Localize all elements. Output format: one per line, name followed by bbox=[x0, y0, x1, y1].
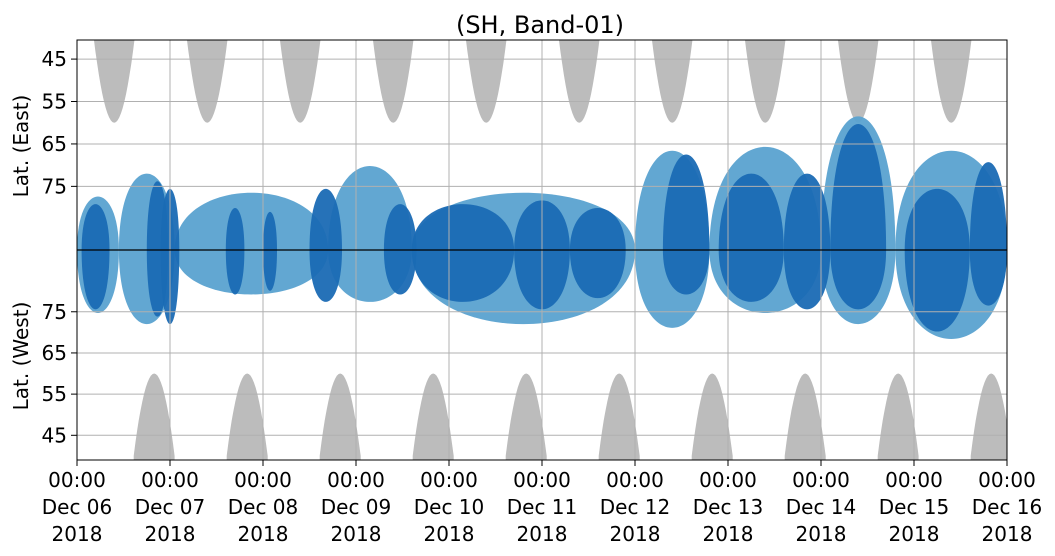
night-region-bottom-4 bbox=[505, 373, 547, 460]
night-region-bottom-8 bbox=[877, 373, 919, 460]
night-region-top-7 bbox=[744, 40, 786, 123]
night-region-top-3 bbox=[372, 40, 414, 123]
x-tick-label-8-2: 2018 bbox=[796, 522, 847, 546]
dark-activity-5 bbox=[309, 188, 342, 302]
x-tick-label-2-2: 2018 bbox=[238, 522, 289, 546]
x-tick-label-2-0: 00:00 bbox=[234, 468, 292, 492]
y-tick-label-east-2: 65 bbox=[42, 132, 67, 156]
x-tick-label-0-1: Dec 06 bbox=[42, 495, 113, 519]
x-tick-label-6-2: 2018 bbox=[610, 522, 661, 546]
night-region-top-8 bbox=[837, 40, 879, 123]
x-tick-label-10-2: 2018 bbox=[982, 522, 1033, 546]
y-tick-label-west-2: 55 bbox=[42, 382, 67, 406]
x-tick-label-5-1: Dec 11 bbox=[507, 495, 578, 519]
x-tick-label-3-0: 00:00 bbox=[327, 468, 385, 492]
y-axis-label-east: Lat. (East) bbox=[9, 95, 33, 198]
x-tick-label-9-0: 00:00 bbox=[885, 468, 943, 492]
y-axis-label-west: Lat. (West) bbox=[9, 302, 33, 411]
night-region-bottom-1 bbox=[226, 373, 268, 460]
night-region-top-9 bbox=[930, 40, 972, 123]
light-activity-2 bbox=[174, 192, 329, 295]
x-tick-label-4-0: 00:00 bbox=[420, 468, 478, 492]
y-tick-label-east-1: 55 bbox=[42, 90, 67, 114]
y-tick-label-west-0: 75 bbox=[42, 300, 67, 324]
dark-activity-6 bbox=[383, 204, 417, 295]
night-region-top-1 bbox=[186, 40, 228, 123]
x-tick-label-3-1: Dec 09 bbox=[321, 495, 392, 519]
night-region-bottom-7 bbox=[784, 373, 826, 460]
x-tick-label-0-2: 2018 bbox=[52, 522, 103, 546]
x-tick-label-1-0: 00:00 bbox=[141, 468, 199, 492]
dark-activity-14 bbox=[904, 188, 970, 332]
night-region-top-5 bbox=[558, 40, 600, 123]
dark-activity-13 bbox=[830, 124, 887, 310]
x-tick-label-8-0: 00:00 bbox=[792, 468, 850, 492]
night-region-top-4 bbox=[465, 40, 507, 123]
x-tick-label-8-1: Dec 14 bbox=[786, 495, 857, 519]
dark-activity-0 bbox=[81, 204, 110, 310]
y-tick-label-east-0: 45 bbox=[42, 47, 67, 71]
dark-activity-9 bbox=[569, 208, 626, 299]
x-tick-label-1-2: 2018 bbox=[145, 522, 196, 546]
x-tick-label-4-2: 2018 bbox=[424, 522, 475, 546]
y-tick-label-west-3: 45 bbox=[42, 423, 67, 447]
night-region-top-6 bbox=[651, 40, 693, 123]
x-tick-label-10-1: Dec 16 bbox=[972, 495, 1043, 519]
x-tick-label-9-2: 2018 bbox=[889, 522, 940, 546]
plot-clipped bbox=[77, 40, 1007, 460]
night-region-bottom-5 bbox=[598, 373, 640, 460]
dark-activity-4 bbox=[263, 211, 277, 291]
y-tick-label-east-3: 75 bbox=[42, 174, 67, 198]
x-tick-label-2-1: Dec 08 bbox=[228, 495, 299, 519]
x-tick-label-7-0: 00:00 bbox=[699, 468, 757, 492]
x-tick-label-5-0: 00:00 bbox=[513, 468, 571, 492]
night-region-bottom-3 bbox=[412, 373, 454, 460]
x-tick-label-10-0: 00:00 bbox=[978, 468, 1036, 492]
chart-title: (SH, Band-01) bbox=[456, 11, 624, 39]
night-region-bottom-0 bbox=[133, 373, 175, 460]
x-tick-label-3-2: 2018 bbox=[331, 522, 382, 546]
dark-activity-10 bbox=[662, 154, 710, 295]
dark-activity-12 bbox=[783, 173, 831, 310]
y-tick-label-west-1: 65 bbox=[42, 341, 67, 365]
plot-area bbox=[77, 40, 1007, 460]
x-tick-label-6-1: Dec 12 bbox=[600, 495, 671, 519]
x-tick-label-1-1: Dec 07 bbox=[135, 495, 206, 519]
dark-activity-11 bbox=[718, 173, 784, 302]
x-tick-label-5-2: 2018 bbox=[517, 522, 568, 546]
night-region-top-0 bbox=[93, 40, 135, 123]
dark-activity-15 bbox=[969, 162, 1007, 306]
night-region-top-2 bbox=[279, 40, 321, 123]
night-region-bottom-9 bbox=[970, 373, 1007, 460]
x-tick-label-7-1: Dec 13 bbox=[693, 495, 764, 519]
dark-activity-7 bbox=[411, 204, 515, 302]
x-tick-label-7-2: 2018 bbox=[703, 522, 754, 546]
x-tick-label-9-1: Dec 15 bbox=[879, 495, 950, 519]
dark-activity-3 bbox=[225, 208, 245, 295]
x-tick-label-6-0: 00:00 bbox=[606, 468, 664, 492]
axes: 45 55 65 75 75 65 55 45 00:00 Dec 06 2018 00:00 Dec … bbox=[42, 39, 1043, 546]
x-tick-label-0-0: 00:00 bbox=[48, 468, 106, 492]
night-region-bottom-6 bbox=[691, 373, 733, 460]
x-tick-label-4-1: Dec 10 bbox=[414, 495, 485, 519]
night-region-bottom-2 bbox=[319, 373, 361, 460]
